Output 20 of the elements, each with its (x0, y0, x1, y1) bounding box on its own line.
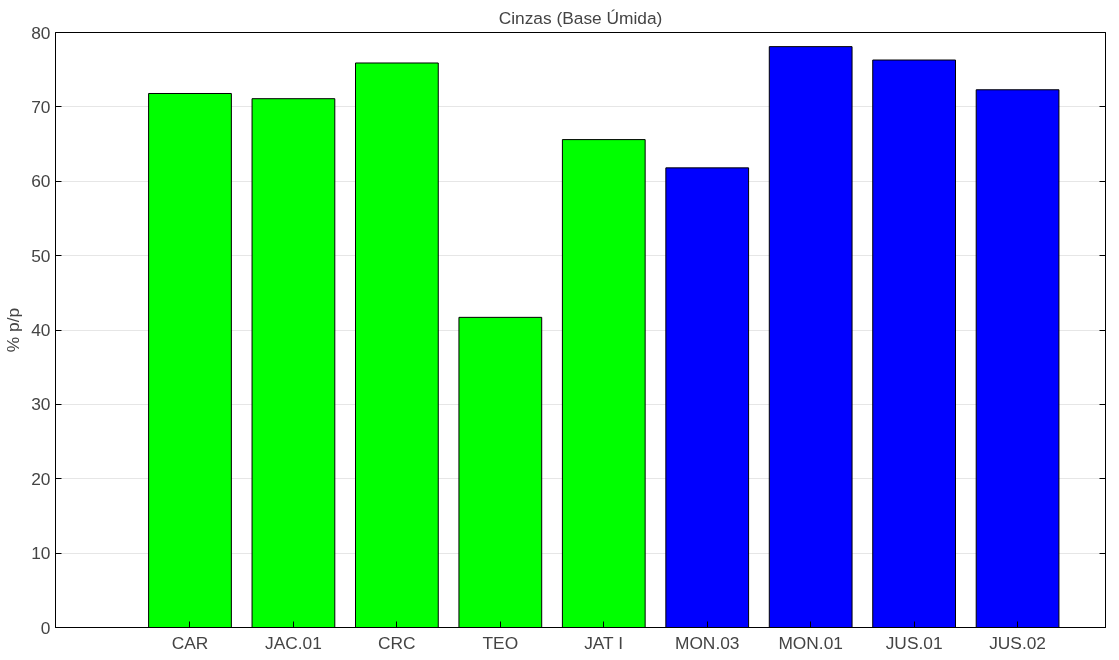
y-tick-label: 50 (31, 245, 51, 266)
x-tick-label: JUS.01 (885, 632, 943, 653)
x-tick-label: JUS.02 (989, 632, 1046, 653)
y-tick-label: 70 (31, 96, 51, 117)
x-tick-label: MON.03 (674, 632, 740, 653)
x-tick-label: MON.01 (778, 632, 843, 653)
chart-title: Cinzas (Base Úmida) (498, 7, 663, 28)
y-tick-label: 10 (31, 543, 51, 564)
y-tick-label: 40 (31, 320, 51, 340)
y-tick-label: 30 (31, 394, 51, 415)
y-tick-label: 60 (31, 171, 51, 192)
x-tick-label: JAT I (584, 632, 624, 653)
y-axis-title: % p/p (3, 307, 24, 353)
y-tick-label: 0 (40, 617, 51, 638)
x-tick-label: CAR (171, 632, 209, 653)
x-tick-label: TEO (482, 632, 519, 653)
y-tick-label: 80 (31, 22, 51, 43)
x-tick-label: JAC.01 (265, 632, 322, 653)
y-tick-label: 20 (31, 468, 51, 489)
x-tick-label: CRC (378, 632, 416, 653)
